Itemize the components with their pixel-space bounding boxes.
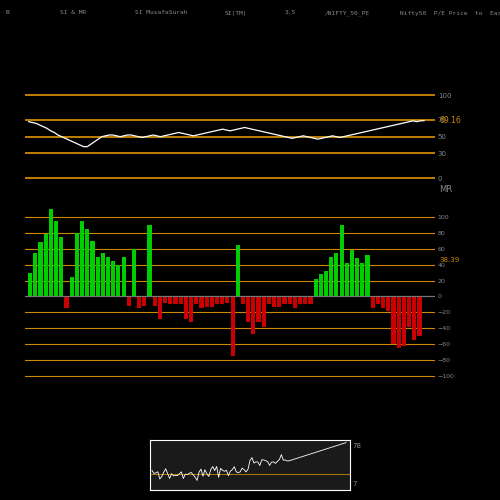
Bar xyxy=(194,296,198,304)
Bar xyxy=(178,296,183,304)
Bar xyxy=(293,296,297,308)
Bar xyxy=(246,296,250,322)
Bar xyxy=(303,296,308,304)
Bar xyxy=(314,279,318,296)
Bar xyxy=(101,252,105,296)
Bar xyxy=(152,296,157,306)
Bar xyxy=(412,296,416,340)
Bar xyxy=(189,296,193,322)
Bar xyxy=(44,234,48,296)
Bar xyxy=(355,258,359,296)
Bar xyxy=(158,296,162,319)
Bar xyxy=(277,296,281,307)
Bar xyxy=(360,263,364,296)
Bar xyxy=(376,296,380,304)
Bar xyxy=(396,296,400,348)
Bar xyxy=(80,221,84,296)
Bar xyxy=(241,296,245,304)
Bar xyxy=(298,296,302,304)
Text: SI(TM): SI(TM) xyxy=(225,10,248,16)
Bar xyxy=(350,250,354,296)
Bar xyxy=(49,209,53,296)
Bar xyxy=(204,296,208,307)
Bar xyxy=(226,296,230,303)
Bar xyxy=(116,264,120,296)
Bar xyxy=(54,221,58,296)
Bar xyxy=(106,256,110,296)
Bar xyxy=(70,276,74,296)
Bar xyxy=(111,260,116,296)
Bar xyxy=(308,296,312,304)
Bar xyxy=(381,296,385,308)
Bar xyxy=(262,296,266,326)
Bar xyxy=(318,274,323,296)
Text: Nifty50  P/E Price  to  Earn: Nifty50 P/E Price to Earn xyxy=(400,10,500,16)
Bar xyxy=(366,255,370,296)
Bar xyxy=(324,271,328,296)
Bar xyxy=(340,225,344,296)
Text: 38.39: 38.39 xyxy=(439,257,460,263)
Bar xyxy=(122,256,126,296)
Text: SI & MR: SI & MR xyxy=(60,10,86,16)
Bar xyxy=(334,252,338,296)
Bar xyxy=(386,296,390,311)
Text: MR: MR xyxy=(439,186,452,194)
Bar xyxy=(407,296,411,326)
Bar xyxy=(200,296,203,308)
Bar xyxy=(64,296,68,308)
Bar xyxy=(184,296,188,319)
Bar xyxy=(174,296,178,304)
Bar xyxy=(272,296,276,307)
Bar xyxy=(148,225,152,296)
Text: 69.16: 69.16 xyxy=(439,116,461,125)
Bar xyxy=(267,296,271,304)
Bar xyxy=(38,242,42,296)
Bar xyxy=(282,296,286,304)
Bar xyxy=(256,296,260,322)
Bar xyxy=(370,296,375,308)
Bar xyxy=(163,296,167,303)
Bar xyxy=(85,229,89,296)
Bar xyxy=(132,249,136,296)
Bar xyxy=(288,296,292,304)
Bar xyxy=(90,241,94,296)
Bar xyxy=(230,296,234,356)
Text: /NIFTY_50_PE: /NIFTY_50_PE xyxy=(325,10,370,16)
Bar xyxy=(418,296,422,337)
Text: 7: 7 xyxy=(352,482,356,488)
Bar xyxy=(392,296,396,344)
Bar xyxy=(210,296,214,307)
Bar xyxy=(142,296,146,306)
Bar xyxy=(329,256,334,296)
Bar xyxy=(96,256,100,296)
Bar xyxy=(137,296,141,308)
Bar xyxy=(28,272,32,296)
Text: 78: 78 xyxy=(352,442,361,448)
Bar xyxy=(236,245,240,296)
Bar xyxy=(252,296,256,334)
Bar xyxy=(34,252,38,296)
Bar xyxy=(60,237,64,296)
Bar xyxy=(168,296,172,304)
Text: 3.5: 3.5 xyxy=(285,10,296,16)
Text: SI MusafaSurah: SI MusafaSurah xyxy=(135,10,188,16)
Bar xyxy=(220,296,224,304)
Bar xyxy=(215,296,219,304)
Text: B: B xyxy=(5,10,9,16)
Bar xyxy=(75,233,79,296)
Bar xyxy=(126,296,131,306)
Bar xyxy=(402,296,406,346)
Bar xyxy=(344,263,349,296)
